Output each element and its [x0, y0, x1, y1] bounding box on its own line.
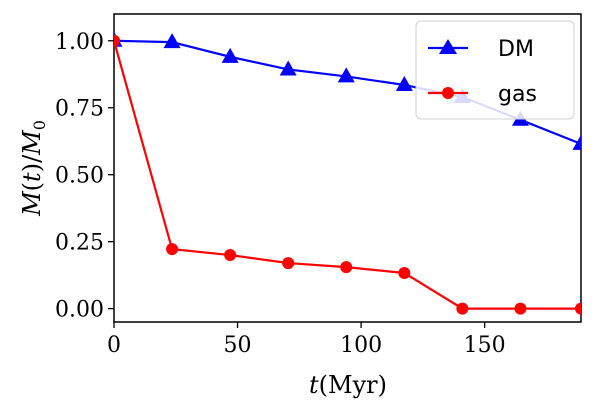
data-point-dm — [163, 33, 181, 49]
x-axis-label-var: t — [309, 371, 319, 399]
data-point-dm — [572, 134, 581, 150]
data-point-dm — [337, 67, 355, 83]
x-tick-label: 150 — [464, 333, 506, 358]
data-point-gas — [575, 302, 581, 315]
y-axis-label-den: M — [18, 129, 46, 156]
data-point-gas — [282, 257, 295, 270]
series-group — [114, 31, 581, 315]
data-point-gas — [456, 302, 469, 315]
y-axis-label-sub: 0 — [30, 120, 49, 130]
y-tick-label: 0.50 — [55, 164, 104, 189]
legend-dm-marker — [439, 39, 457, 54]
legend-gas-label: gas — [498, 82, 537, 107]
data-point-dm — [279, 60, 297, 76]
legend: DM gas — [415, 20, 575, 120]
legend-box — [415, 20, 575, 120]
x-tick-label: 0 — [107, 333, 121, 358]
y-tick-label: 0.00 — [55, 298, 104, 323]
legend-gas-marker — [442, 87, 454, 99]
y-axis-label-paren: ( — [18, 182, 46, 191]
x-tick-label: 100 — [340, 333, 382, 358]
y-tick-label: 0.75 — [55, 97, 104, 122]
data-point-gas — [114, 34, 120, 47]
y-axis-label-t: t — [18, 172, 46, 182]
data-point-dm — [221, 47, 239, 63]
data-point-gas — [398, 266, 411, 279]
y-axis-label: M(t)/M0 — [18, 120, 49, 217]
legend-dm-label: DM — [498, 37, 534, 62]
data-point-dm — [395, 75, 413, 91]
plot-frame — [113, 13, 582, 323]
y-axis-label-num: M — [18, 190, 46, 217]
axis-ticks: 0 50 100 150 0.00 0.25 0.50 0.75 1.00 — [55, 30, 506, 358]
x-axis-label: t(Myr) — [309, 371, 387, 399]
y-axis-label-slash: )/ — [18, 154, 46, 172]
y-tick-label: 1.00 — [55, 30, 104, 55]
data-point-gas — [166, 243, 179, 256]
x-axis-label-unit: (Myr) — [319, 371, 387, 399]
data-point-gas — [340, 261, 353, 274]
data-point-gas — [514, 302, 527, 315]
data-point-gas — [224, 249, 237, 262]
y-tick-label: 0.25 — [55, 231, 104, 256]
x-tick-label: 50 — [224, 333, 252, 358]
